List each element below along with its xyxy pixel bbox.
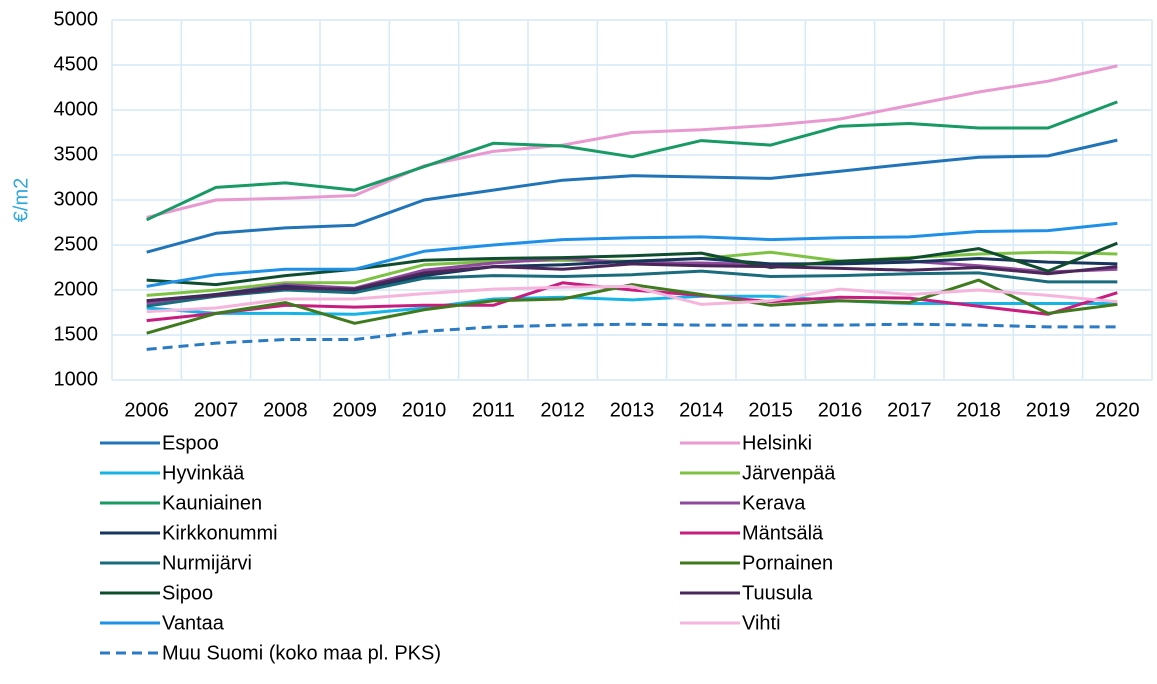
legend-label: Kirkkonummi	[162, 522, 278, 544]
y-tick-label: 2000	[54, 278, 99, 300]
x-tick-label: 2013	[610, 399, 655, 421]
x-tick-label: 2006	[124, 399, 169, 421]
series-line	[146, 262, 1118, 303]
series-line	[146, 138, 1118, 254]
y-tick-label: 1000	[54, 368, 99, 390]
legend-label: Vihti	[742, 612, 781, 634]
x-tick-label: 2016	[818, 399, 863, 421]
series-line	[146, 278, 1118, 335]
x-tick-label: 2018	[956, 399, 1001, 421]
legend-label: Muu Suomi (koko maa pl. PKS)	[162, 642, 441, 664]
x-tick-label: 2015	[748, 399, 793, 421]
series-line	[146, 281, 1118, 323]
x-tick-label: 2010	[402, 399, 447, 421]
x-tick-label: 2009	[332, 399, 377, 421]
x-tick-label: 2019	[1026, 399, 1071, 421]
y-tick-label: 4500	[54, 53, 99, 75]
legend-label: Kauniainen	[162, 492, 262, 514]
legend-label: Espoo	[162, 432, 219, 454]
x-tick-label: 2017	[887, 399, 932, 421]
x-tick-label: 2011	[472, 399, 515, 421]
x-tick-label: 2008	[263, 399, 308, 421]
x-tick-label: 2020	[1095, 399, 1140, 421]
legend-label: Mäntsälä	[742, 522, 824, 544]
y-tick-label: 1500	[54, 323, 99, 345]
series-line	[146, 241, 1118, 287]
series-line	[146, 100, 1118, 222]
legend-label: Sipoo	[162, 582, 213, 604]
series-line	[146, 284, 1118, 314]
legend-label: Vantaa	[162, 612, 225, 634]
legend-label: Järvenpää	[742, 462, 836, 484]
x-tick-label: 2014	[679, 399, 724, 421]
series-line	[146, 64, 1118, 219]
x-tick-label: 2007	[194, 399, 239, 421]
x-tick-label: 2012	[540, 399, 585, 421]
legend-label: Pornainen	[742, 552, 833, 574]
legend-label: Tuusula	[742, 582, 813, 604]
legend-label: Helsinki	[742, 432, 812, 454]
y-tick-label: 4000	[54, 98, 99, 120]
y-tick-label: 3000	[54, 188, 99, 210]
legend-label: Kerava	[742, 492, 806, 514]
series-line	[146, 269, 1118, 308]
series-line	[146, 322, 1118, 351]
series-line	[146, 221, 1118, 288]
y-axis-label: €/m2	[10, 178, 32, 222]
legend-label: Nurmijärvi	[162, 552, 252, 574]
legend-label: Hyvinkää	[162, 462, 245, 484]
y-tick-label: 5000	[54, 8, 99, 30]
y-tick-label: 2500	[54, 233, 99, 255]
y-tick-label: 3500	[54, 143, 99, 165]
